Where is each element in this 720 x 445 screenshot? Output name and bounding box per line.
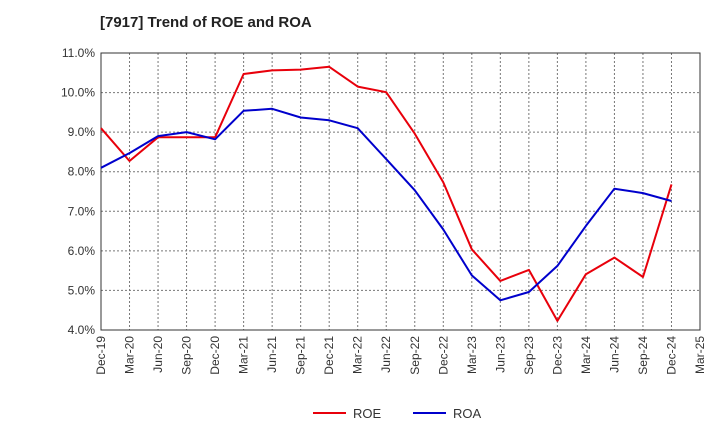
y-tick-label: 11.0% bbox=[62, 46, 95, 60]
x-tick-label: Dec-22 bbox=[436, 336, 450, 375]
plot-border bbox=[100, 52, 701, 331]
x-tick-label: Sep-21 bbox=[294, 336, 308, 375]
x-tick-label: Jun-21 bbox=[265, 336, 279, 373]
y-tick-label: 4.0% bbox=[68, 323, 96, 337]
x-tick-label: Sep-24 bbox=[636, 336, 650, 375]
y-tick-label: 6.0% bbox=[68, 244, 96, 258]
legend-label-roe: ROE bbox=[353, 406, 382, 421]
x-tick-label: Jun-24 bbox=[607, 336, 621, 373]
x-tick-label: Dec-20 bbox=[208, 336, 222, 375]
legend-label-roa: ROA bbox=[453, 406, 482, 421]
series-line-roa bbox=[100, 107, 672, 302]
x-tick-label: Dec-21 bbox=[322, 336, 336, 375]
series-line-roe bbox=[100, 65, 673, 322]
x-tick-label: Sep-23 bbox=[522, 336, 536, 375]
y-tick-label: 9.0% bbox=[68, 125, 96, 139]
x-tick-label: Mar-23 bbox=[465, 336, 479, 374]
y-tick-label: 5.0% bbox=[68, 283, 96, 297]
x-tick-label: Mar-25 bbox=[693, 336, 707, 374]
x-tick-label: Dec-24 bbox=[664, 336, 678, 375]
x-tick-label: Mar-24 bbox=[579, 336, 593, 374]
x-tick-label: Dec-23 bbox=[550, 336, 564, 375]
x-tick-label: Mar-22 bbox=[351, 336, 365, 374]
x-tick-label: Mar-21 bbox=[237, 336, 251, 374]
chart-title: [7917] Trend of ROE and ROA bbox=[100, 14, 312, 31]
x-tick-label: Jun-22 bbox=[379, 336, 393, 373]
y-tick-label: 8.0% bbox=[68, 165, 96, 179]
y-tick-label: 7.0% bbox=[68, 204, 96, 218]
x-tick-label: Mar-20 bbox=[123, 336, 137, 374]
x-tick-label: Jun-20 bbox=[151, 336, 165, 373]
plot-area bbox=[101, 53, 700, 330]
x-tick-label: Jun-23 bbox=[493, 336, 507, 373]
x-tick-label: Sep-20 bbox=[180, 336, 194, 375]
y-tick-label: 10.0% bbox=[61, 86, 95, 100]
x-tick-label: Dec-19 bbox=[94, 336, 108, 375]
x-tick-label: Sep-22 bbox=[408, 336, 422, 375]
